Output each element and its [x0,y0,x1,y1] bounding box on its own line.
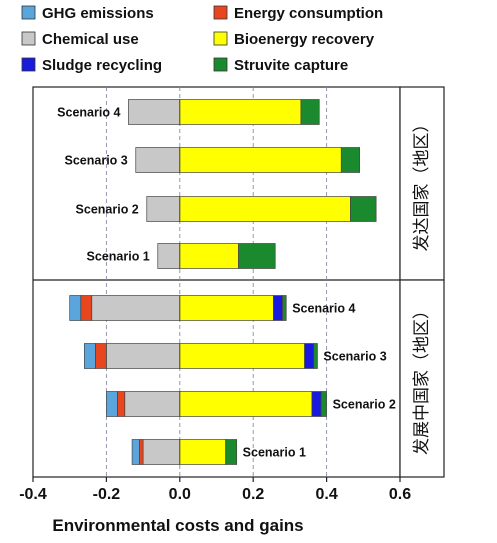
bar-segment-bioenergy-recovery [179,147,342,173]
bar-segment-bioenergy-recovery [179,295,274,321]
scenario-label: Scenario 4 [57,106,120,120]
bar-segment-energy-consumption [117,391,126,417]
scenario-label: Scenario 2 [76,203,139,217]
bar-segment-energy-consumption [80,295,93,321]
bar-segment-bioenergy-recovery [179,343,305,369]
legend-swatch [21,57,36,72]
bar-segment-sludge-recycling [273,295,283,321]
bar-row-scenario-1: Scenario 1 [87,243,276,269]
legend-swatch [21,5,36,20]
bar-segment-struvite-capture [313,343,318,369]
bar-segment-struvite-capture [340,147,360,173]
bar-segment-chemical-use [124,391,181,417]
panel-title-box [399,86,445,281]
bar-row-scenario-2: Scenario 2 [106,391,396,417]
legend-item-struvite-capture: Struvite capture [213,57,348,74]
legend-swatch [21,31,36,46]
legend-label: GHG emissions [42,5,154,22]
bar-segment-ghg-emissions [84,343,96,369]
scenario-label: Scenario 2 [333,398,396,412]
bar-row-scenario-1: Scenario 1 [131,439,306,465]
x-tick-label: -0.4 [19,486,47,503]
scenario-label: Scenario 3 [65,154,128,168]
x-tick-label: 0.6 [389,486,411,503]
bar-segment-chemical-use [91,295,181,321]
bar-row-scenario-3: Scenario 3 [84,343,387,369]
bar-segment-chemical-use [146,196,181,222]
scenario-label: Scenario 3 [323,350,386,364]
panel-1: Scenario 4 Scenario 3 Scenario 2 Scenario 1 [57,99,377,269]
legend-label: Energy consumption [234,5,383,22]
bar-segment-chemical-use [128,99,181,125]
legend-label: Struvite capture [234,57,348,74]
x-axis-title: Environmental costs and gains [52,516,303,535]
bar-segment-energy-consumption [95,343,107,369]
bar-segment-chemical-use [157,243,181,269]
scenario-label: Scenario 1 [243,446,306,460]
bar-segment-sludge-recycling [311,391,322,417]
legend-swatch [213,57,228,72]
legend-swatch [213,5,228,20]
bar-segment-struvite-capture [350,196,377,222]
x-tick-label: -0.2 [93,486,121,503]
bar-segment-ghg-emissions [69,295,82,321]
bar-segment-chemical-use [135,147,181,173]
bar-row-scenario-4: Scenario 4 [57,99,320,125]
bar-segment-sludge-recycling [304,343,315,369]
legend-item-ghg-emissions: GHG emissions [21,5,154,22]
scenario-label: Scenario 4 [292,302,355,316]
bar-segment-chemical-use [142,439,181,465]
bar-segment-ghg-emissions [131,439,140,465]
bar-segment-bioenergy-recovery [179,243,239,269]
bar-segment-energy-consumption [139,439,144,465]
bar-row-scenario-2: Scenario 2 [76,196,377,222]
legend-swatch [213,31,228,46]
panel-title: 发展中国家（地区） [412,302,432,455]
legend-label: Bioenergy recovery [234,31,375,48]
x-tick-label: 0.0 [169,486,191,503]
legend: GHG emissions Energy consumption Chemical … [21,5,383,74]
bar-segment-struvite-capture [282,295,287,321]
bar-segment-struvite-capture [238,243,276,269]
legend-item-bioenergy-recovery: Bioenergy recovery [213,31,375,48]
bar-row-scenario-4: Scenario 4 [69,295,356,321]
legend-label: Chemical use [42,31,139,48]
panel-2: Scenario 4 Scenario 3 Scenario 2 Scenario 1 [69,295,396,465]
scenario-label: Scenario 1 [87,250,150,264]
x-tick-label: 0.2 [242,486,264,503]
plot-frame [32,86,401,478]
bar-segment-bioenergy-recovery [179,196,351,222]
legend-label: Sludge recycling [42,57,162,74]
bar-segment-bioenergy-recovery [179,99,302,125]
legend-item-energy-consumption: Energy consumption [213,5,383,22]
panel-title: 发达国家（地区） [412,116,432,252]
bar-segment-chemical-use [106,343,181,369]
bar-segment-struvite-capture [300,99,320,125]
legend-item-sludge-recycling: Sludge recycling [21,57,162,74]
bar-row-scenario-3: Scenario 3 [65,147,360,173]
bar-segment-bioenergy-recovery [179,439,227,465]
bar-segment-struvite-capture [320,391,327,417]
bar-segment-bioenergy-recovery [179,391,313,417]
x-tick-label: 0.4 [315,486,337,503]
x-axis: -0.4 -0.2 0.0 0.2 0.4 0.6 [19,477,411,503]
bar-segment-struvite-capture [225,439,238,465]
legend-item-chemical-use: Chemical use [21,31,139,48]
panel-title-box [399,279,445,478]
bar-segment-ghg-emissions [106,391,118,417]
